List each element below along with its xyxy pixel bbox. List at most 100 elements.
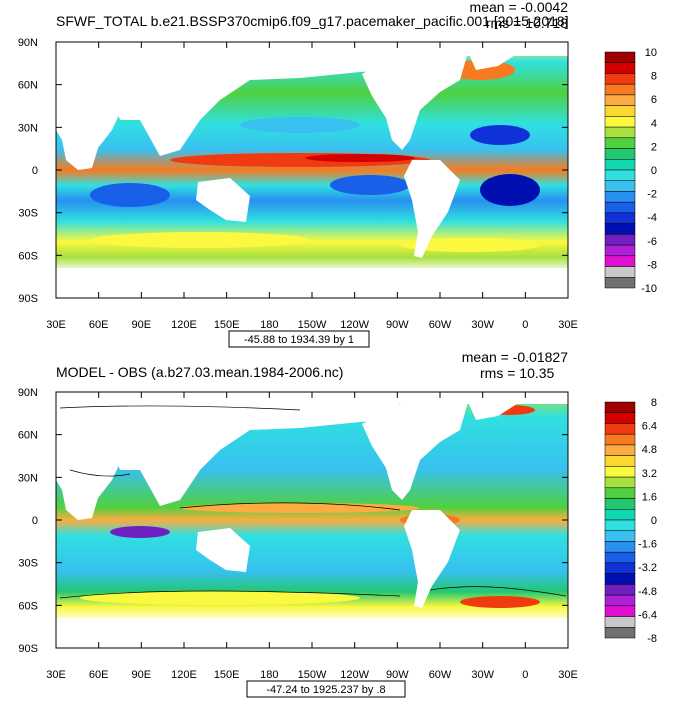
- colorbar-swatch: [604, 201, 636, 214]
- x-tick-label: 60W: [429, 319, 452, 331]
- colorbar-label: -1.6: [638, 539, 657, 551]
- y-tick-label: 60N: [18, 80, 38, 92]
- x-tick-label: 150E: [214, 669, 240, 681]
- x-tick-label: 60E: [89, 319, 109, 331]
- colorbar-swatch: [604, 266, 636, 278]
- x-ticks: 30E 60E 90E 120E 150E 180 150W 120W 90W 60W 30W 0 30…: [46, 392, 578, 681]
- colorbar-swatch: [604, 444, 636, 456]
- colorbar-swatch: [604, 223, 636, 235]
- y-tick-label: 90S: [18, 643, 38, 655]
- colorbar-swatch: [604, 584, 636, 596]
- eurasia: [56, 402, 400, 506]
- range-label: -45.88 to 1934.39 by 1: [244, 334, 354, 346]
- map-field: [56, 42, 568, 298]
- antarctica: [56, 268, 568, 298]
- subtropic-low-ind: [90, 183, 170, 207]
- y-tick-label: 90N: [18, 387, 38, 399]
- colorbar: [604, 51, 636, 289]
- panel-2: MODEL - OBS (a.b27.03.mean.1984-2006.nc)…: [18, 349, 657, 698]
- panel-title: MODEL - OBS (a.b27.03.mean.1984-2006.nc): [56, 364, 343, 380]
- colorbar-swatch: [604, 94, 636, 106]
- colorbar-swatch: [604, 616, 636, 628]
- colorbar-swatch: [604, 423, 636, 435]
- x-tick-label: 30E: [558, 319, 578, 331]
- colorbar-swatch: [604, 51, 636, 63]
- x-tick-label: 120E: [171, 669, 197, 681]
- continents: [56, 52, 568, 298]
- colorbar-swatch: [604, 573, 636, 585]
- colorbar: [604, 401, 636, 639]
- y-tick-label: 30S: [18, 208, 38, 220]
- x-tick-label: 150E: [214, 319, 240, 331]
- y-tick-label: 0: [32, 515, 38, 527]
- colorbar-swatch: [604, 159, 636, 171]
- north-america: [362, 402, 468, 500]
- y-tick-label: 90S: [18, 293, 38, 305]
- y-ticks: 90N 60N 30N 0 30S 60S 90S: [18, 37, 568, 305]
- y-ticks: 90N 60N 30N 0 30S 60S 90S: [18, 387, 568, 655]
- colorbar-swatch: [604, 466, 636, 478]
- colorbar-label: 4.8: [642, 444, 657, 456]
- colorbar-swatch: [604, 498, 636, 510]
- itcz-core: [305, 154, 415, 162]
- colorbar-swatch: [604, 148, 636, 160]
- x-ticks: 30E 60E 90E 120E 150E 180 150W 120W 90W 60W 30W 0 30…: [46, 42, 578, 331]
- x-tick-label: 30W: [471, 319, 494, 331]
- colorbar-label: -8: [647, 259, 657, 271]
- colorbar-label: -6: [647, 236, 657, 248]
- colorbar-swatch: [604, 509, 636, 521]
- colorbar-label: 1.6: [642, 491, 657, 503]
- colorbar-swatch: [604, 244, 636, 257]
- y-tick-label: 30S: [18, 558, 38, 570]
- north-america: [362, 52, 468, 150]
- colorbar-swatch: [604, 234, 636, 246]
- so-band-red: [460, 596, 540, 608]
- colorbar-label: 4: [651, 118, 657, 130]
- x-tick-label: 30E: [46, 669, 66, 681]
- x-tick-label: 180: [260, 669, 278, 681]
- colorbar-swatch: [604, 594, 636, 607]
- colorbar-label: 0: [651, 515, 657, 527]
- y-tick-label: 90N: [18, 37, 38, 49]
- westerly-band-s: [90, 232, 310, 248]
- subtropic-low-atl-n: [470, 125, 530, 145]
- x-tick-label: 30E: [46, 319, 66, 331]
- colorbar-label: 0: [651, 165, 657, 177]
- colorbar-label: 6.4: [642, 421, 657, 433]
- colorbar-label: 3.2: [642, 468, 657, 480]
- y-tick-label: 60S: [18, 250, 38, 262]
- y-tick-label: 30N: [18, 472, 38, 484]
- subtropic-low-pac-n: [240, 117, 360, 133]
- y-tick-label: 0: [32, 165, 38, 177]
- y-tick-label: 60N: [18, 430, 38, 442]
- x-tick-label: 0: [522, 669, 528, 681]
- colorbar-swatch: [604, 105, 636, 117]
- colorbar-swatch: [604, 255, 636, 267]
- colorbar-labels: 8 6.4 4.8 3.2 1.6 0 -1.6 -3.2 -4.8 -6.4 -8: [638, 397, 657, 645]
- x-tick-label: 150W: [298, 669, 327, 681]
- colorbar-swatch: [604, 73, 636, 85]
- colorbar-swatch: [604, 476, 636, 489]
- colorbar-label: -4.8: [638, 586, 657, 598]
- colorbar-label: -4: [647, 212, 657, 224]
- greenland: [468, 402, 520, 420]
- colorbar-swatch: [604, 605, 636, 617]
- so-band: [80, 591, 360, 605]
- x-tick-label: 120W: [340, 319, 369, 331]
- subtropic-low-atl-s: [480, 174, 540, 206]
- colorbar-swatch: [604, 126, 636, 139]
- mean-label: mean = -0.0042: [470, 0, 569, 15]
- colorbar-swatch: [604, 191, 636, 203]
- rms-label: rms = 10.35: [480, 365, 555, 381]
- x-tick-label: 120W: [340, 669, 369, 681]
- colorbar-swatch: [604, 487, 636, 499]
- x-tick-label: 120E: [171, 319, 197, 331]
- colorbar-labels: 10 8 6 4 2 0 -2 -4 -6 -8 -10: [641, 47, 657, 295]
- colorbar-swatch: [604, 277, 636, 289]
- antarctica: [56, 618, 568, 648]
- colorbar-swatch: [604, 83, 636, 96]
- south-america: [404, 160, 460, 258]
- range-box: [246, 680, 406, 698]
- rms-label: rms = 10.718: [486, 15, 568, 31]
